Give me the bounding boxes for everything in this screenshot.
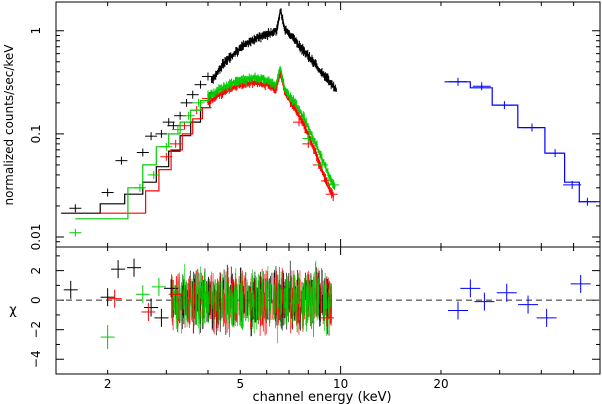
y-tick-label-bottom: 2 <box>29 267 43 275</box>
x-tick-label: 2 <box>104 377 112 391</box>
spectrum-panel: 0.01 0.1 1 <box>29 1 601 251</box>
model-steps <box>75 100 210 220</box>
y-axis-label-bottom: χ <box>9 303 17 318</box>
model-steps <box>100 107 212 214</box>
x-tick-label: 20 <box>433 377 448 391</box>
y-tick-label-top: 0.1 <box>29 124 43 143</box>
y-tick-label-bottom: 0 <box>29 296 43 304</box>
y-tick-label-bottom: −4 <box>29 350 43 368</box>
x-tick-label: 5 <box>236 377 244 391</box>
model-curve <box>210 9 337 90</box>
y-axis-label-top: normalized counts/sec/keV <box>2 44 16 206</box>
y-tick-label-top: 1 <box>29 27 43 35</box>
model-steps <box>61 92 219 214</box>
y-tick-label-top: 0.01 <box>29 224 43 251</box>
x-axis-label: channel energy (keV) <box>252 390 391 404</box>
residuals-panel: 2 5 10 20 −4 −2 0 2 <box>29 246 601 391</box>
model-steps <box>444 81 600 203</box>
y-tick-label-bottom: −2 <box>29 321 43 339</box>
x-tick-label: 10 <box>333 377 348 391</box>
top-frame <box>55 1 601 248</box>
bottom-frame <box>55 246 601 375</box>
